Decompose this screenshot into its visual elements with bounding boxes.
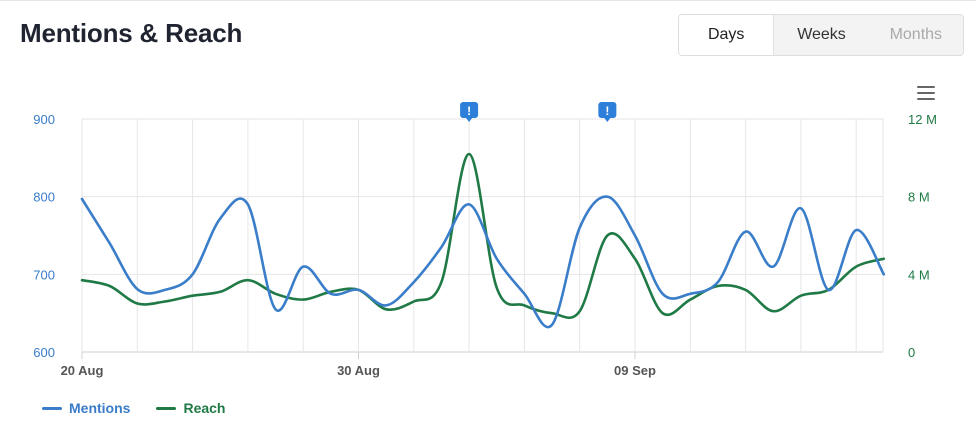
time-range-toggle: Days Weeks Months [678, 14, 964, 56]
left-axis-tick-label: 700 [33, 267, 55, 282]
series-line-mentions [80, 195, 886, 329]
top-divider [0, 0, 976, 1]
event-markers: !! [460, 102, 617, 122]
alert-flag-icon [460, 102, 479, 118]
series [80, 152, 886, 329]
right-axis-tick-label: 0 [908, 345, 915, 360]
series-line-reach [80, 152, 886, 320]
x-axis-tick-label: 09 Sep [614, 363, 656, 378]
right-axis-tick-label: 8 M [908, 190, 930, 205]
alert-flag-label: ! [605, 104, 609, 118]
left-axis-tick-label: 600 [33, 345, 55, 360]
days-button[interactable]: Days [679, 15, 775, 55]
right-axis-tick-label: 4 M [908, 267, 930, 282]
weeks-button[interactable]: Weeks [797, 26, 846, 43]
left-axis-tick-label: 800 [33, 190, 55, 205]
x-axis-tick-label: 20 Aug [61, 363, 104, 378]
page-title: Mentions & Reach [20, 18, 243, 48]
legend: Mentions Reach [42, 400, 225, 416]
legend-item-reach[interactable]: Reach [156, 400, 225, 416]
alert-flag-icon [598, 102, 617, 118]
alert-flag-pointer [604, 118, 611, 122]
alert-flag-label: ! [467, 104, 471, 118]
axes: 600 700 800 900 0 4 M 8 M 12 M 20 Aug 30 Aug 09 Se… [33, 112, 937, 378]
left-axis-tick-label: 900 [33, 112, 55, 127]
legend-label-reach: Reach [183, 400, 226, 416]
legend-label-mentions: Mentions [69, 400, 131, 416]
hamburger-menu-icon[interactable] [917, 86, 935, 102]
months-button[interactable]: Months [889, 26, 943, 43]
legend-swatch-reach [156, 406, 177, 410]
x-axis-tick-label: 30 Aug [337, 363, 380, 378]
legend-item-mentions[interactable]: Mentions [42, 400, 130, 416]
right-axis-tick-label: 12 M [908, 112, 937, 127]
legend-swatch-mentions [42, 406, 62, 410]
grid [81, 118, 884, 353]
alert-flag-pointer [466, 118, 473, 122]
